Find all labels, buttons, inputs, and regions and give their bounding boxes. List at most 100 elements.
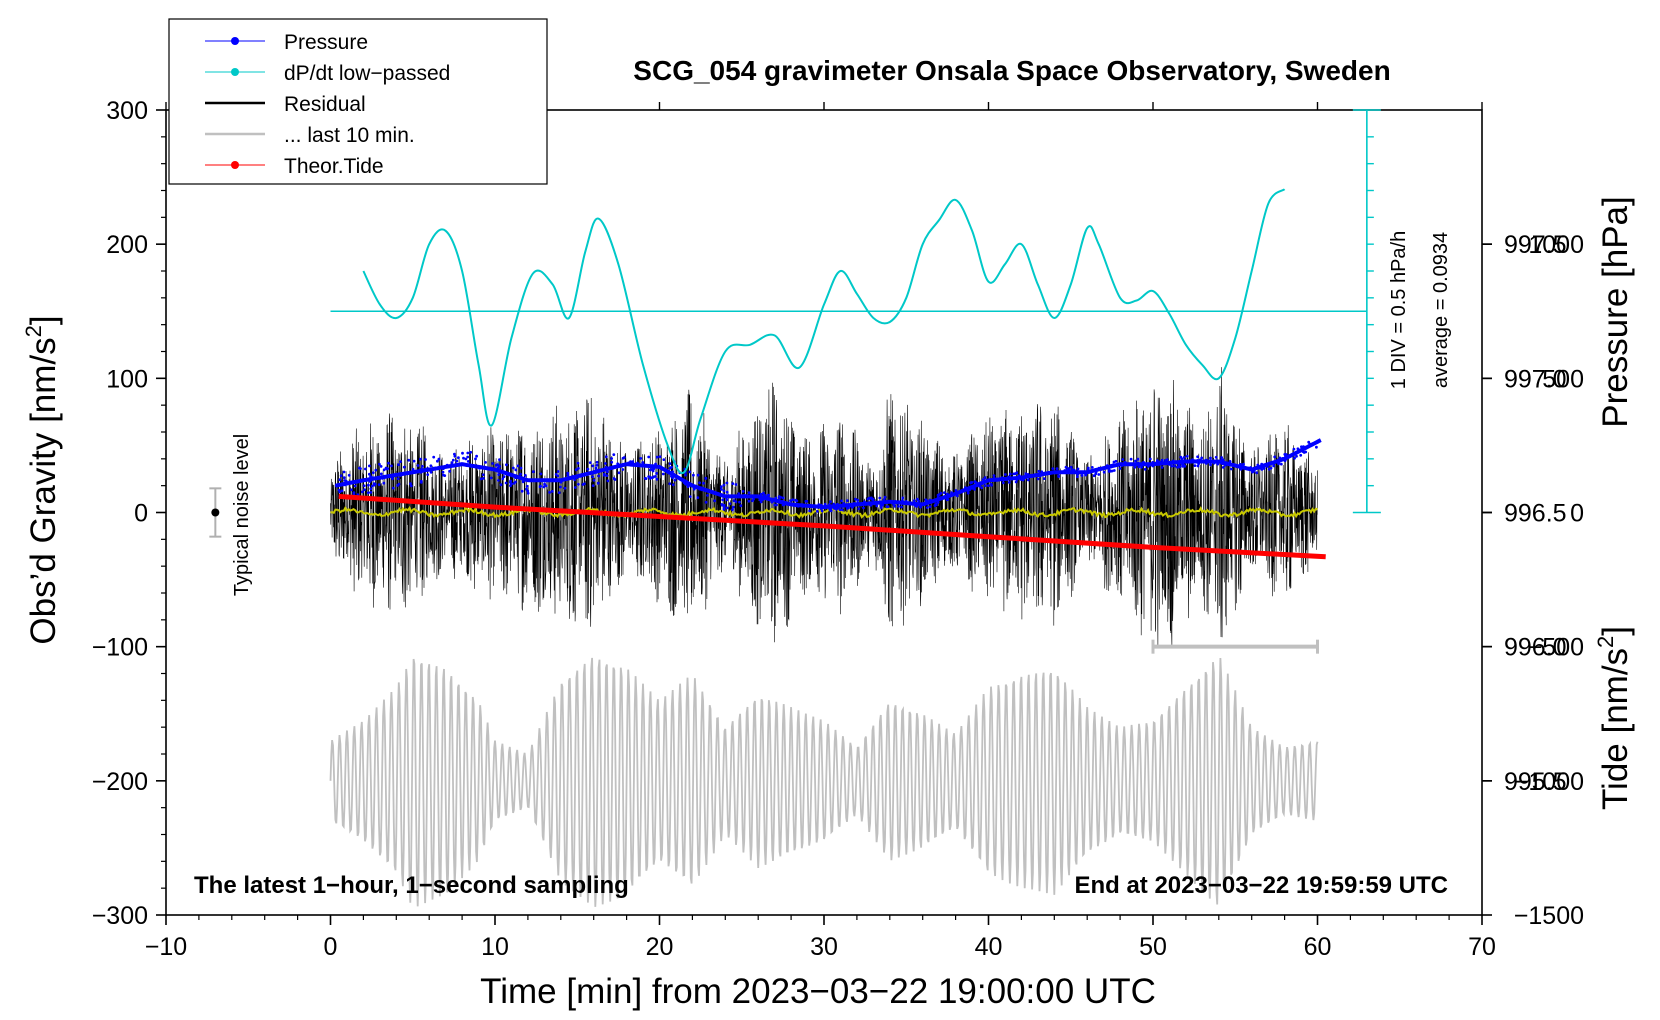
pressure-point	[684, 483, 688, 486]
pressure-point	[502, 475, 506, 478]
pressure-point	[654, 475, 657, 478]
pressure-point	[1134, 459, 1137, 463]
pressure-point	[1278, 456, 1282, 460]
pressure-point	[1121, 458, 1125, 461]
pressure-point	[696, 496, 700, 499]
pressure-point	[1193, 459, 1197, 462]
pressure-point	[835, 507, 838, 511]
pressure-point	[539, 472, 543, 476]
pressure-point	[973, 480, 977, 484]
pressure-point	[942, 495, 946, 498]
pressure-point	[1242, 462, 1245, 466]
x-axis: −10 0 10 20 30 40 50 60 70	[145, 102, 1496, 961]
pressure-point	[741, 490, 745, 493]
pressure-point	[478, 466, 481, 470]
pressure-point	[390, 464, 393, 468]
pressure-point	[692, 487, 696, 491]
pressure-point	[1064, 465, 1068, 469]
pressure-point	[363, 488, 366, 492]
pressure-point	[424, 458, 427, 461]
pressure-point	[1292, 447, 1296, 451]
pressure-point	[688, 470, 692, 474]
pressure-point	[1136, 457, 1140, 461]
pressure-point	[1173, 464, 1176, 468]
pressure-point	[854, 497, 857, 501]
legend-label: Pressure	[284, 31, 368, 54]
y-left-tick-label: −300	[92, 902, 148, 930]
pressure-point	[1220, 456, 1223, 459]
pressure-point	[992, 476, 996, 480]
x-tick-label: 20	[646, 933, 674, 961]
pressure-point	[716, 492, 720, 496]
pressure-point	[847, 504, 850, 508]
pressure-point	[964, 486, 967, 490]
noise-bar-center	[211, 508, 220, 517]
pressure-point	[1287, 454, 1290, 458]
pressure-point	[875, 504, 879, 508]
pressure-point	[1094, 470, 1098, 474]
pressure-point	[1300, 448, 1304, 452]
pressure-point	[1281, 457, 1285, 460]
y-tide-tick-label: −500	[1528, 634, 1584, 662]
pressure-point	[1204, 458, 1208, 462]
pressure-point	[481, 473, 485, 477]
pressure-point	[343, 483, 347, 487]
pressure-point	[1055, 467, 1059, 470]
y-axis-left: 300 200 100 0 −100 −200 −300	[92, 97, 166, 930]
chart-title: SCG_054 gravimeter Onsala Space Observat…	[633, 55, 1390, 86]
pressure-point	[1196, 455, 1199, 459]
pressure-point	[995, 479, 999, 482]
pressure-point	[1212, 461, 1216, 465]
pressure-point	[1142, 460, 1145, 464]
pressure-point	[685, 480, 688, 484]
pressure-point	[823, 502, 827, 506]
pressure-point	[1065, 468, 1069, 472]
pressure-point	[520, 489, 524, 493]
pressure-point	[668, 462, 672, 465]
residual-line	[330, 367, 1318, 646]
pressure-point	[950, 491, 953, 494]
pressure-point	[448, 469, 451, 473]
pressure-point	[1284, 453, 1288, 456]
pressure-point	[364, 467, 367, 471]
pressure-point	[559, 485, 562, 489]
legend-marker	[231, 37, 239, 45]
pressure-point	[1015, 471, 1019, 475]
pressure-point	[573, 478, 576, 482]
x-tick-label: 60	[1304, 933, 1332, 961]
dpdt-average-label: average = 0.0934	[1430, 232, 1452, 388]
pressure-point	[1092, 474, 1096, 478]
pressure-point	[934, 502, 938, 505]
legend-entry: Residual	[205, 93, 366, 116]
pressure-point	[591, 464, 595, 468]
pressure-point	[519, 466, 523, 470]
pressure-point	[1298, 449, 1302, 453]
y-left-tick-label: 300	[106, 97, 148, 125]
pressure-point	[1090, 470, 1093, 474]
pressure-point	[1176, 465, 1179, 469]
pressure-point	[1080, 474, 1084, 477]
pressure-point	[436, 459, 439, 463]
pressure-point	[610, 457, 613, 460]
pressure-point	[1123, 461, 1127, 464]
pressure-point	[510, 482, 514, 486]
pressure-point	[968, 488, 972, 491]
pressure-point	[586, 467, 590, 471]
y-axis-pressure: 997.5 997.0 996.5 996.0 995.5	[1482, 231, 1567, 796]
pressure-point	[576, 461, 580, 465]
pressure-point	[1039, 474, 1042, 478]
last-10-min-line	[329, 657, 1319, 907]
residual-series	[330, 367, 1318, 646]
pressure-point	[1308, 442, 1312, 446]
pressure-point	[612, 477, 616, 480]
pressure-point	[538, 485, 542, 489]
pressure-point	[767, 497, 770, 501]
pressure-point	[1135, 462, 1139, 465]
pressure-point	[359, 467, 362, 470]
pressure-point	[604, 462, 607, 465]
pressure-point	[419, 470, 423, 474]
pressure-point	[762, 491, 765, 495]
pressure-point	[1133, 465, 1137, 469]
pressure-point	[484, 461, 487, 464]
pressure-point	[731, 508, 734, 512]
